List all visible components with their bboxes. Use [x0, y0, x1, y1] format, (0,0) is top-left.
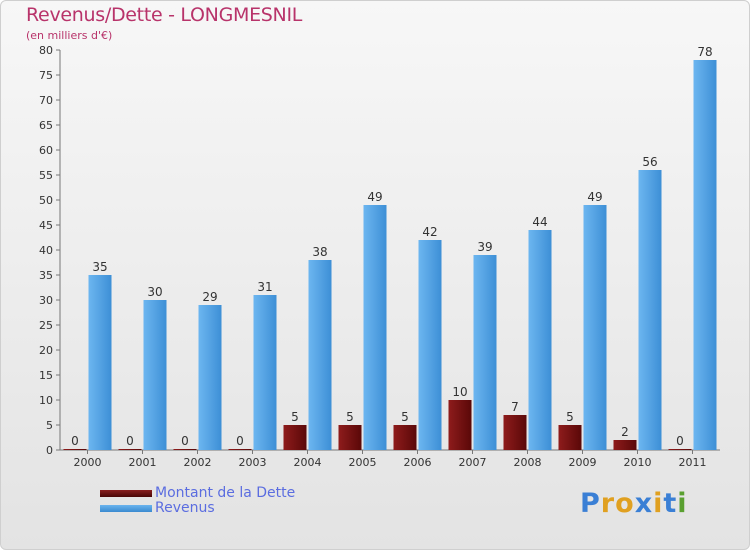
x-tick-label: 2010: [624, 456, 652, 469]
bar-dette: [338, 425, 362, 450]
logo-letter: i: [677, 488, 688, 519]
bar-revenus: [583, 205, 607, 450]
y-tick-label: 60: [39, 144, 53, 157]
data-label-dette: 0: [181, 434, 189, 448]
bar-revenus: [418, 240, 442, 450]
y-tick-label: 10: [39, 394, 53, 407]
data-label-dette: 5: [401, 410, 409, 424]
bar-revenus: [253, 295, 277, 450]
bar-revenus: [88, 275, 112, 450]
x-tick-label: 2004: [294, 456, 322, 469]
data-label-dette: 5: [566, 410, 574, 424]
logo-letter: t: [663, 488, 678, 519]
data-label-revenus: 78: [697, 45, 712, 59]
data-label-dette: 2: [621, 425, 629, 439]
bar-dette: [63, 449, 87, 450]
data-label-revenus: 42: [422, 225, 437, 239]
logo-letter: o: [615, 488, 635, 519]
x-tick-label: 2008: [514, 456, 542, 469]
y-tick-label: 0: [46, 444, 53, 457]
logo-letter: x: [634, 488, 654, 519]
bar-dette: [558, 425, 582, 450]
data-label-revenus: 29: [202, 290, 217, 304]
data-label-dette: 0: [71, 434, 79, 448]
bar-revenus: [473, 255, 497, 450]
legend-item-revenus: Revenus: [100, 501, 295, 516]
data-label-revenus: 44: [532, 215, 547, 229]
bar-revenus: [693, 60, 717, 450]
bar-dette: [448, 400, 472, 450]
y-tick-label: 50: [39, 194, 53, 207]
x-tick-label: 2003: [239, 456, 267, 469]
legend-label-revenus: Revenus: [155, 500, 215, 516]
data-label-revenus: 39: [477, 240, 492, 254]
bar-revenus: [143, 300, 167, 450]
x-tick-label: 2002: [184, 456, 212, 469]
data-label-dette: 0: [236, 434, 244, 448]
y-tick-label: 80: [39, 44, 53, 57]
x-tick-label: 2006: [404, 456, 432, 469]
data-label-revenus: 49: [587, 190, 602, 204]
bar-dette: [173, 449, 197, 450]
bar-dette: [228, 449, 252, 450]
bar-revenus: [528, 230, 552, 450]
x-tick-label: 2001: [129, 456, 157, 469]
data-label-revenus: 49: [367, 190, 382, 204]
data-label-revenus: 31: [257, 280, 272, 294]
data-label-dette: 0: [676, 434, 684, 448]
data-label-revenus: 30: [147, 285, 162, 299]
chart-title: Revenus/Dette - LONGMESNIL: [26, 4, 303, 26]
chart-subtitle: (en milliers d'€): [26, 29, 113, 42]
bar-revenus: [638, 170, 662, 450]
bar-revenus: [198, 305, 222, 450]
bar-dette: [503, 415, 527, 450]
data-label-revenus: 38: [312, 245, 327, 259]
legend-swatch-revenus: [100, 505, 152, 512]
data-label-revenus: 35: [92, 260, 107, 274]
bar-revenus: [308, 260, 332, 450]
y-tick-label: 20: [39, 344, 53, 357]
bar-revenus: [363, 205, 387, 450]
y-tick-label: 40: [39, 244, 53, 257]
y-tick-label: 25: [39, 319, 53, 332]
y-tick-label: 35: [39, 269, 53, 282]
bar-dette: [118, 449, 142, 450]
x-tick-label: 2011: [679, 456, 707, 469]
y-tick-label: 75: [39, 69, 53, 82]
proxiti-logo: Proxiti: [580, 488, 688, 519]
x-tick-label: 2009: [569, 456, 597, 469]
data-label-dette: 5: [346, 410, 354, 424]
data-label-dette: 7: [511, 400, 519, 414]
y-tick-label: 5: [46, 419, 53, 432]
legend-item-dette: Montant de la Dette: [100, 486, 295, 501]
y-tick-label: 70: [39, 94, 53, 107]
bar-dette: [668, 449, 692, 450]
logo-letter: r: [600, 488, 616, 519]
x-tick-label: 2000: [74, 456, 102, 469]
bar-dette: [283, 425, 307, 450]
legend-label-dette: Montant de la Dette: [155, 485, 296, 501]
data-label-dette: 5: [291, 410, 299, 424]
data-label-dette: 10: [452, 385, 467, 399]
y-tick-label: 30: [39, 294, 53, 307]
bar-dette: [393, 425, 417, 450]
legend-swatch-dette: [100, 490, 152, 497]
logo-letter: P: [580, 488, 601, 519]
x-tick-label: 2005: [349, 456, 377, 469]
bar-dette: [613, 440, 637, 450]
y-tick-label: 55: [39, 169, 53, 182]
y-tick-label: 65: [39, 119, 53, 132]
y-tick-label: 15: [39, 369, 53, 382]
data-label-dette: 0: [126, 434, 134, 448]
logo-letter: i: [653, 488, 664, 519]
legend: Montant de la Dette Revenus: [100, 486, 295, 516]
y-tick-label: 45: [39, 219, 53, 232]
data-label-revenus: 56: [642, 155, 657, 169]
x-tick-label: 2007: [459, 456, 487, 469]
